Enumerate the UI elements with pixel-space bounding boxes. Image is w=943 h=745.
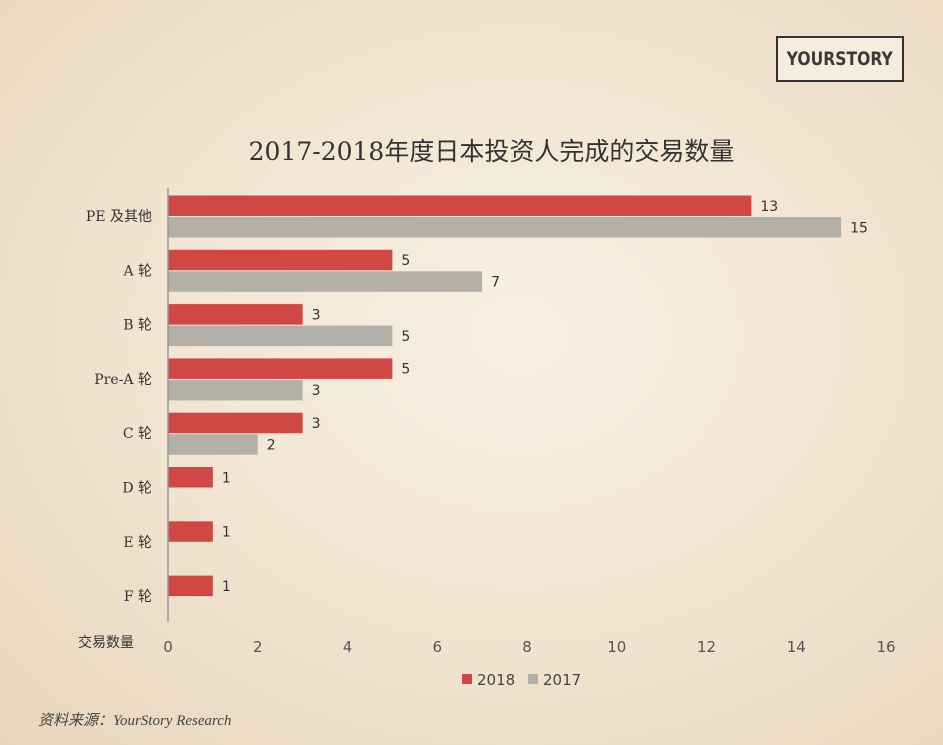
bar-2017-4 bbox=[168, 434, 258, 455]
legend-swatch-2018 bbox=[462, 674, 472, 684]
bar-2017-0 bbox=[168, 217, 842, 238]
legend-swatch-2017 bbox=[528, 674, 538, 684]
x-tick-label-14: 14 bbox=[787, 638, 806, 656]
x-tick-label-4: 4 bbox=[343, 638, 353, 656]
category-label-0: PE 及其他 bbox=[86, 209, 152, 225]
category-label-4: C 轮 bbox=[123, 426, 152, 442]
category-label-2: B 轮 bbox=[123, 318, 152, 334]
data-label-2018-2: 3 bbox=[312, 307, 321, 323]
category-label-5: D 轮 bbox=[122, 481, 152, 497]
legend-label-2018: 2018 bbox=[477, 671, 515, 689]
category-label-1: A 轮 bbox=[122, 263, 152, 279]
data-label-2017-4: 2 bbox=[267, 437, 276, 453]
x-tick-label-2: 2 bbox=[253, 638, 263, 656]
legend-label-2017: 2017 bbox=[543, 671, 581, 689]
category-label-7: F 轮 bbox=[124, 589, 152, 605]
data-label-2017-0: 15 bbox=[850, 220, 868, 236]
chart-title: 2017-2018年度日本投资人完成的交易数量 bbox=[248, 137, 735, 166]
data-label-2018-0: 13 bbox=[760, 199, 778, 215]
yourstory-logo: YOURSTORY bbox=[776, 36, 904, 82]
data-label-2018-5: 1 bbox=[222, 470, 231, 486]
bar-2017-3 bbox=[168, 379, 303, 401]
x-tick-label-6: 6 bbox=[432, 638, 442, 656]
x-tick-label-0: 0 bbox=[163, 638, 173, 656]
bar-2018-2 bbox=[168, 304, 303, 325]
data-label-2017-3: 3 bbox=[312, 383, 321, 399]
x-tick-label-16: 16 bbox=[876, 638, 895, 656]
bar-2018-5 bbox=[168, 467, 213, 488]
bar-2018-4 bbox=[168, 412, 303, 434]
data-label-2018-3: 5 bbox=[401, 362, 410, 378]
x-tick-label-10: 10 bbox=[607, 638, 626, 656]
data-label-2018-6: 1 bbox=[222, 525, 231, 541]
data-label-2018-4: 3 bbox=[312, 416, 321, 432]
x-tick-label-12: 12 bbox=[697, 638, 716, 656]
data-label-2017-1: 7 bbox=[491, 275, 500, 291]
x-tick-label-8: 8 bbox=[522, 638, 532, 656]
bar-2018-3 bbox=[168, 358, 393, 379]
bar-2018-0 bbox=[168, 195, 752, 216]
logo-text: YOURSTORY bbox=[786, 48, 894, 70]
bar-2018-7 bbox=[168, 575, 213, 597]
bar-2018-1 bbox=[168, 249, 393, 271]
category-label-6: E 轮 bbox=[123, 535, 152, 551]
source-note: 资料来源：YourStory Research bbox=[38, 713, 232, 729]
bar-2017-1 bbox=[168, 271, 483, 292]
bar-2018-6 bbox=[168, 521, 213, 542]
data-label-2018-7: 1 bbox=[222, 579, 231, 595]
x-axis-title: 交易数量 bbox=[78, 634, 134, 651]
category-label-3: Pre-A 轮 bbox=[94, 372, 152, 388]
data-label-2018-1: 5 bbox=[401, 253, 410, 269]
data-label-2017-2: 5 bbox=[401, 329, 410, 345]
bar-2017-2 bbox=[168, 325, 393, 347]
